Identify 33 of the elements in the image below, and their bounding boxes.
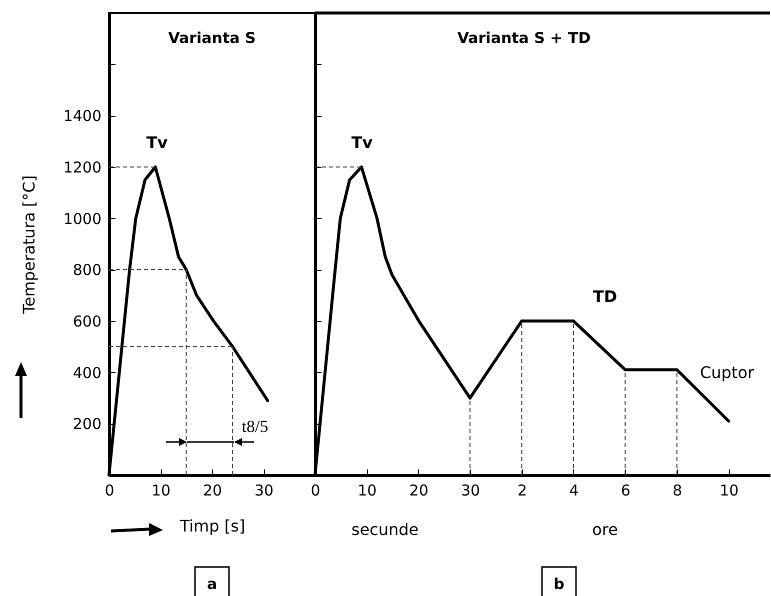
x-tick-label: 20 [409, 482, 428, 500]
x-tick-label: 30 [460, 482, 480, 500]
annotation: Tv [351, 133, 374, 152]
x-axis-title: Timp [s] [178, 516, 246, 536]
text: Varianta S + TD [457, 29, 591, 47]
x-tick-label: 10 [151, 482, 171, 500]
annotation: Tv [146, 133, 168, 152]
text: b [554, 575, 565, 593]
text: secunde [351, 520, 419, 539]
x-tick-label: 2 [517, 482, 527, 500]
annotation: TD [592, 287, 618, 306]
annotation: Cuptor [700, 363, 754, 382]
y-axis-title: Temperatura [°C] [19, 175, 38, 315]
x-tick-label: 10 [720, 482, 739, 500]
y-tick-label: 800 [72, 261, 102, 280]
x-tick-label: 0 [104, 482, 114, 500]
x-tick-label: 0 [310, 482, 320, 500]
annotation: t8/5 [242, 417, 268, 436]
x-tick-label: 6 [620, 482, 630, 500]
text: ore [592, 520, 618, 539]
text: Varianta S [168, 29, 256, 47]
y-tick-label: 200 [72, 415, 102, 434]
y-tick-label: 1200 [63, 158, 102, 176]
y-tick-label: 1400 [63, 107, 102, 126]
text: a [206, 575, 218, 593]
y-tick-label: 400 [72, 364, 102, 382]
y-tick-label: 600 [72, 312, 102, 330]
x-tick-label: 8 [672, 482, 682, 500]
x-tick-label: 4 [569, 482, 579, 500]
x-tick-label: 20 [202, 482, 222, 500]
x-tick-label: 10 [358, 482, 377, 500]
y-tick-label: 1000 [63, 210, 102, 228]
x-tick-label: 30 [254, 482, 274, 500]
